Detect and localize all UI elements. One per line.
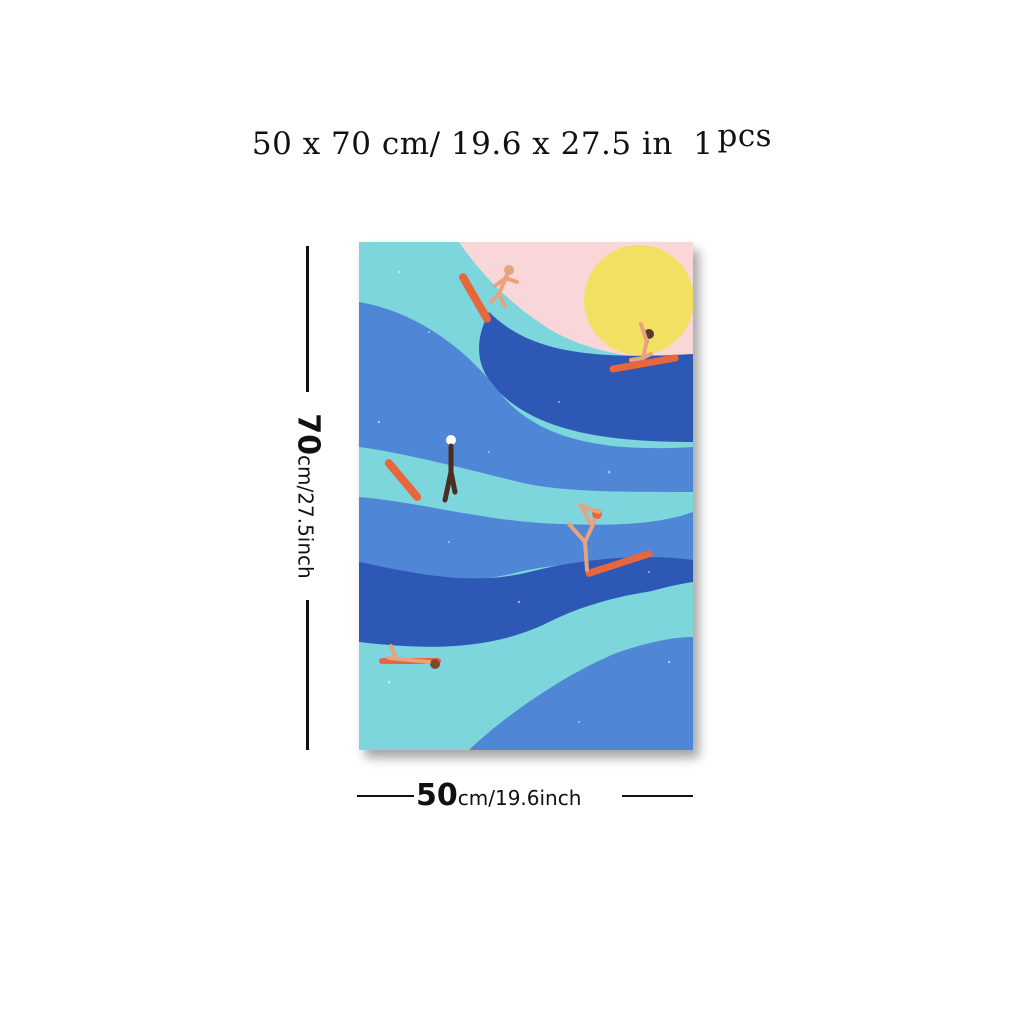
width-value: 50	[416, 778, 458, 813]
surfer-diver	[384, 435, 458, 503]
wave-deep-mid	[359, 557, 693, 647]
height-dimension-line-bottom	[306, 600, 309, 750]
width-dimension-label: 50cm/19.6inch	[416, 778, 581, 813]
poster-artwork	[359, 242, 693, 750]
quantity-number: 1	[693, 126, 714, 162]
surfer-sun	[609, 322, 679, 373]
width-unit: cm/19.6inch	[457, 786, 582, 810]
sparkles	[377, 270, 671, 723]
width-dimension-line-right	[622, 795, 693, 797]
size-text: 50 x 70 cm/ 19.6 x 27.5 in	[251, 126, 673, 162]
height-dimension-line-top	[306, 246, 309, 392]
surf-wave-illustration	[359, 242, 693, 750]
wave-deep-top	[479, 312, 693, 442]
surfer-top	[459, 265, 519, 323]
surfer-lying	[379, 644, 441, 669]
quantity-unit: pcs	[717, 118, 773, 154]
wave-mid-bottom	[469, 637, 693, 750]
product-size-headline: 50 x 70 cm/ 19.6 x 27.5 in 1 pcs	[0, 118, 1024, 162]
surfer-dancer	[567, 502, 653, 577]
sun	[584, 245, 693, 355]
wave-aqua-lower	[359, 582, 693, 710]
width-dimension-line-left	[357, 795, 414, 797]
height-unit: cm/27.5inch	[293, 455, 318, 579]
height-dimension-label: 70cm/27.5inch	[291, 413, 326, 578]
wave-aqua-ribbon	[359, 447, 693, 522]
height-value: 70	[290, 413, 326, 456]
wave-mid-1	[359, 302, 693, 492]
